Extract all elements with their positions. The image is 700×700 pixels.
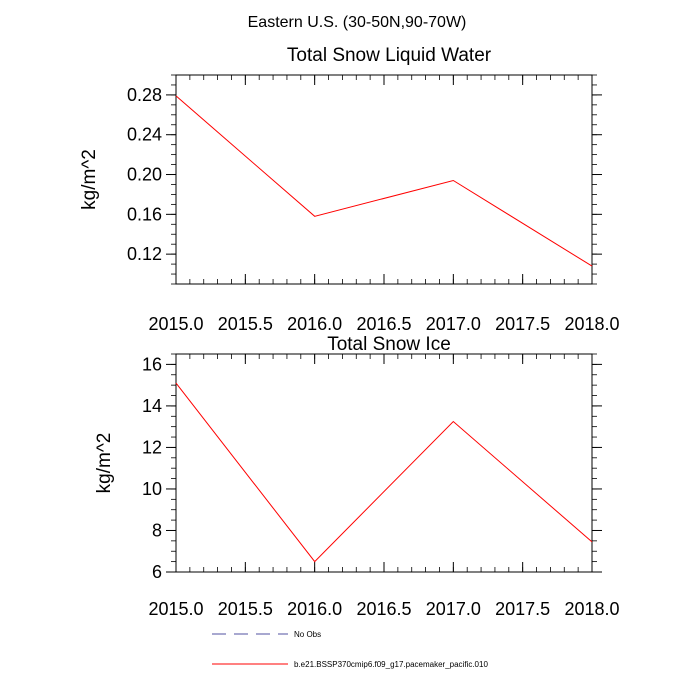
figure-title: Eastern U.S. (30-50N,90-70W) xyxy=(248,14,467,31)
panel-snow-ice: Total Snow Ice kg/m^2 2015.0 2015.5 2016.0 20… xyxy=(94,334,620,619)
y-tick-label-snow-ice: 10 xyxy=(142,479,162,499)
y-tick-label-snow-liquid-water: 0.20 xyxy=(127,165,162,185)
panel-title-snow-ice: Total Snow Ice xyxy=(327,334,451,355)
y-tick-label-snow-liquid-water: 0.16 xyxy=(127,204,162,224)
series-line-snow-liquid-water xyxy=(175,95,593,267)
legend: No Obs b.e21.BSSP370cmip6.f09_g17.pacema… xyxy=(212,630,488,669)
x-tick-label-snow-liquid-water: 2017.5 xyxy=(495,314,550,334)
x-tick-label-snow-liquid-water: 2015.5 xyxy=(218,314,273,334)
y-tick-label-snow-liquid-water: 0.12 xyxy=(127,244,162,264)
x-tick-label-snow-liquid-water: 2016.5 xyxy=(356,314,411,334)
legend-label-no-obs: No Obs xyxy=(294,630,321,639)
x-tick-label-snow-liquid-water: 2017.0 xyxy=(426,314,481,334)
y-tick-label-snow-ice: 8 xyxy=(152,520,162,540)
x-tick-label-snow-ice: 2017.5 xyxy=(495,599,550,619)
x-tick-label-snow-liquid-water: 2016.0 xyxy=(287,314,342,334)
x-tick-label-snow-ice: 2015.0 xyxy=(148,599,203,619)
x-tick-label-snow-ice: 2015.5 xyxy=(218,599,273,619)
x-tick-label-snow-liquid-water: 2015.0 xyxy=(148,314,203,334)
y-tick-label-snow-liquid-water: 0.24 xyxy=(127,125,162,145)
series-line-snow-ice xyxy=(175,382,593,563)
y-tick-label-snow-liquid-water: 0.28 xyxy=(127,85,162,105)
y-axis-label-snow-liquid-water: kg/m^2 xyxy=(79,149,100,210)
x-tick-label-snow-ice: 2017.0 xyxy=(426,599,481,619)
panel-snow-liquid-water: Total Snow Liquid Water kg/m^2 2015.0 2015.… xyxy=(79,45,620,334)
x-tick-label-snow-ice: 2016.5 xyxy=(356,599,411,619)
y-tick-label-snow-ice: 6 xyxy=(152,562,162,582)
x-tick-label-snow-ice: 2018.0 xyxy=(564,599,619,619)
plot-frame-snow-liquid-water xyxy=(175,74,593,285)
x-tick-label-snow-liquid-water: 2018.0 xyxy=(564,314,619,334)
y-tick-label-snow-ice: 16 xyxy=(142,354,162,374)
y-axis-label-snow-ice: kg/m^2 xyxy=(94,433,115,494)
y-tick-label-snow-ice: 14 xyxy=(142,396,162,416)
legend-label-model-run: b.e21.BSSP370cmip6.f09_g17.pacemaker_pac… xyxy=(294,660,488,669)
x-tick-label-snow-ice: 2016.0 xyxy=(287,599,342,619)
y-tick-label-snow-ice: 12 xyxy=(142,437,162,457)
panel-title-snow-liquid-water: Total Snow Liquid Water xyxy=(287,45,492,66)
